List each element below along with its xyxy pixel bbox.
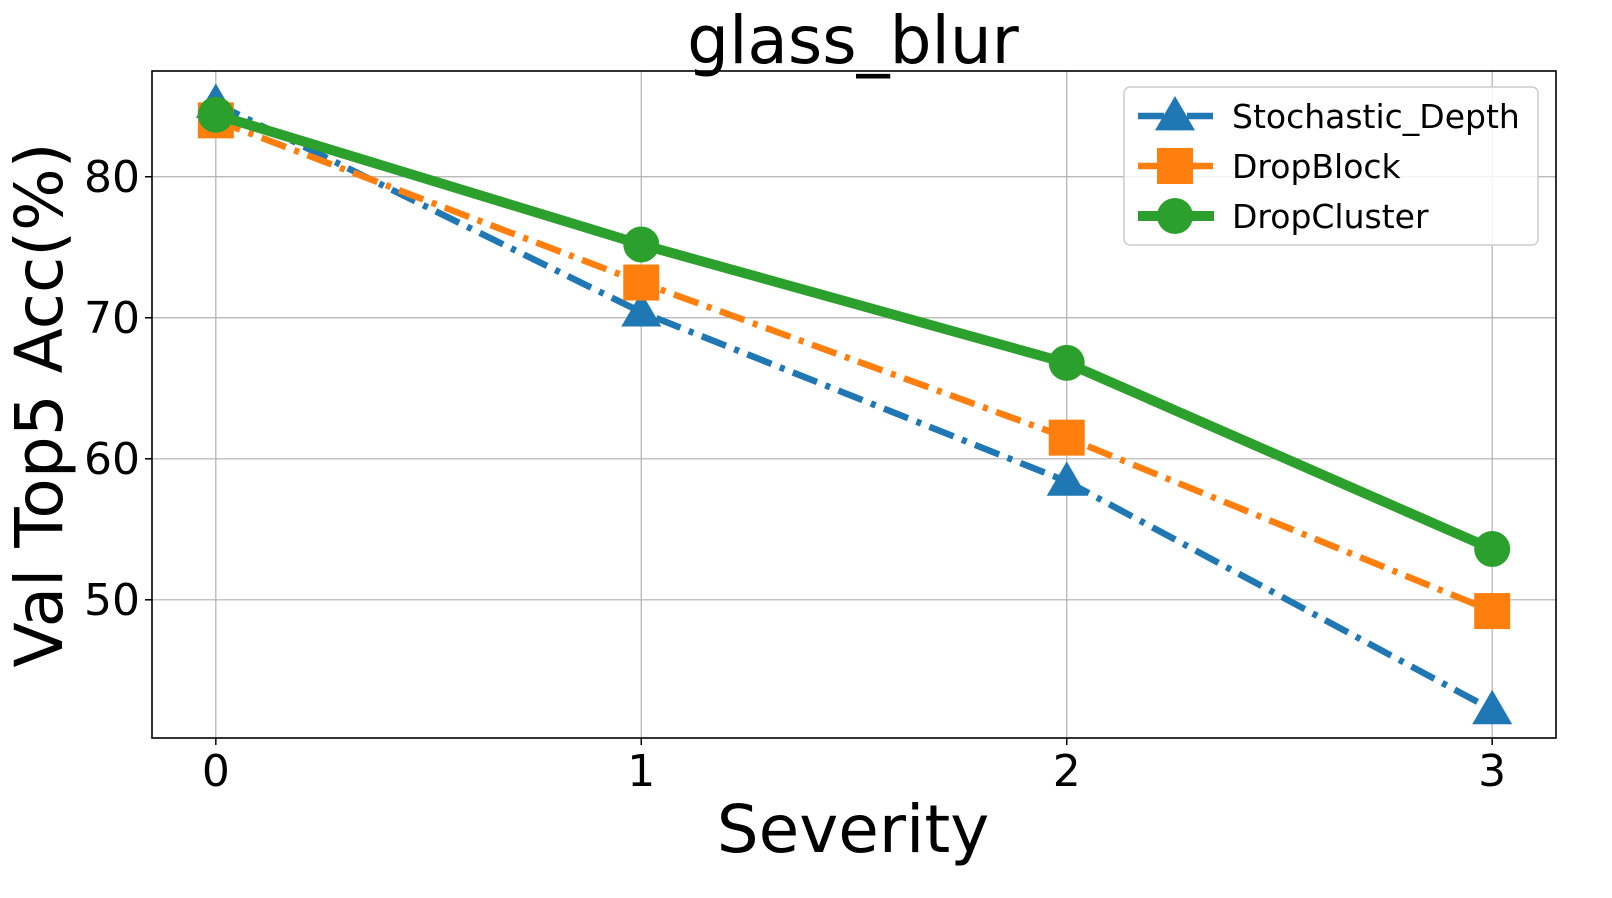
legend-marker-dropblock — [1157, 148, 1193, 184]
data-point-dropcluster — [1048, 344, 1085, 381]
legend: Stochastic_Depth DropBlock DropCluster — [1123, 86, 1539, 246]
legend-marker-dropcluster — [1157, 198, 1193, 234]
y-tick-label: 80 — [84, 152, 140, 203]
x-axis-label: Severity — [717, 791, 990, 868]
data-point-dropblock — [1048, 419, 1085, 456]
series-line-dropblock — [214, 117, 1494, 615]
data-point-stochastic_depth — [1046, 461, 1087, 496]
x-tick-label: 1 — [627, 746, 655, 797]
chart-title: glass_blur — [687, 2, 1020, 79]
x-tick-label: 3 — [1478, 746, 1506, 797]
data-point-dropblock — [623, 264, 660, 301]
legend-label-dropblock: DropBlock — [1232, 147, 1402, 186]
data-point-dropcluster — [197, 96, 234, 133]
y-axis-label: Val Top5 Acc(%) — [1, 143, 78, 668]
legend-label-stochastic_depth: Stochastic_Depth — [1232, 97, 1520, 136]
series-layer — [195, 83, 1513, 725]
data-point-stochastic_depth — [1472, 689, 1513, 725]
series-line-stochastic_depth — [214, 100, 1494, 713]
data-point-dropcluster — [623, 226, 660, 263]
series-line-dropcluster — [214, 109, 1495, 554]
data-point-dropcluster — [1474, 531, 1511, 568]
legend-box — [1123, 86, 1539, 246]
data-point-dropblock — [1474, 593, 1511, 630]
x-tick-label: 0 — [202, 746, 230, 797]
y-tick-label: 50 — [84, 575, 140, 626]
y-tick-label: 70 — [84, 293, 140, 344]
data-point-stochastic_depth — [621, 292, 662, 327]
legend-label-dropcluster: DropCluster — [1232, 197, 1429, 236]
y-tick-label: 60 — [84, 434, 140, 485]
tick-labels: 0 1 2 3 50 60 70 80 — [84, 152, 1506, 797]
legend-marker-stochastic_depth — [1155, 96, 1195, 131]
plot-frame — [151, 70, 1557, 739]
x-tick-label: 2 — [1053, 746, 1081, 797]
